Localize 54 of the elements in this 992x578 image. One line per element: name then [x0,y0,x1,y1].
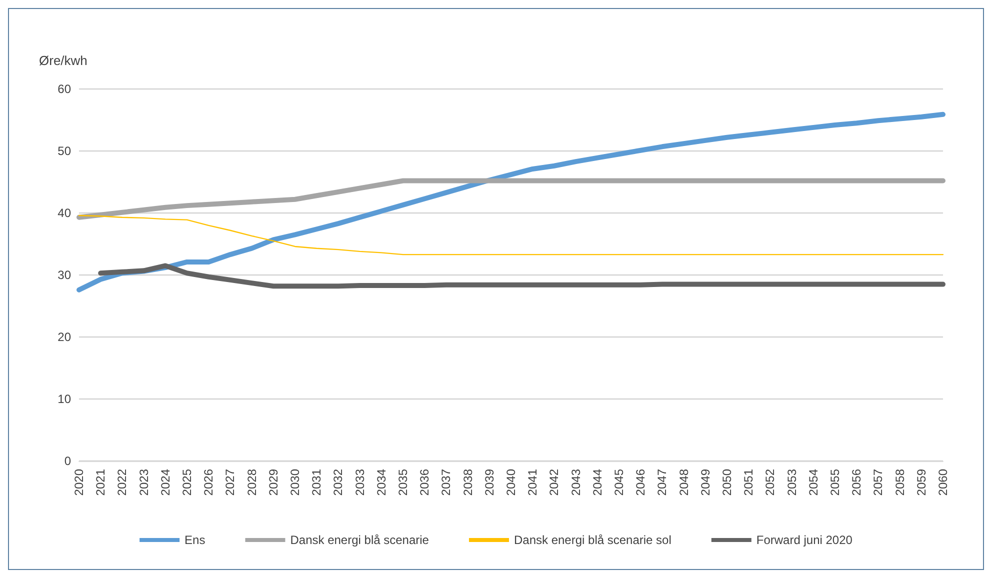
x-tick-label: 2027 [223,468,238,496]
x-tick-label: 2042 [547,468,562,496]
x-tick-label: 2044 [590,468,604,496]
x-tick-label: 2026 [202,468,216,496]
x-tick-label: 2057 [871,468,886,496]
x-tick-label: 2024 [158,468,172,496]
x-tick-label: 2047 [655,468,670,496]
x-tick-label: 2028 [244,468,259,496]
x-tick-label: 2043 [568,468,583,496]
x-tick-label: 2021 [94,468,108,496]
x-tick-label: 2020 [72,468,86,496]
y-tick-label: 50 [58,144,72,158]
y-tick-label: 10 [58,392,72,406]
y-tick-label: 60 [58,82,72,96]
x-tick-label: 2046 [634,468,648,496]
x-tick-label: 2029 [266,468,280,496]
x-tick-label: 2033 [352,468,367,496]
x-tick-label: 2049 [698,468,712,496]
y-tick-label: 0 [64,454,72,468]
x-tick-label: 2037 [439,468,454,496]
legend-label: Dansk energi blå scenarie sol [514,533,672,547]
x-tick-label: 2032 [331,468,346,496]
x-tick-label: 2059 [914,468,928,496]
x-tick-label: 2051 [742,468,756,496]
legend-label: Ens [184,533,206,547]
x-tick-label: 2056 [850,468,864,496]
x-tick-label: 2053 [784,468,799,496]
x-tick-label: 2048 [676,468,691,496]
x-tick-label: 2022 [115,468,130,496]
x-tick-label: 2055 [828,468,842,496]
x-tick-label: 2034 [374,468,388,496]
legend-label: Forward juni 2020 [756,533,853,547]
x-tick-label: 2040 [504,468,518,496]
x-tick-label: 2058 [892,468,907,496]
y-tick-label: 20 [58,330,72,344]
x-tick-label: 2054 [806,468,820,496]
x-tick-label: 2052 [763,468,778,496]
x-tick-label: 2050 [720,468,734,496]
x-tick-label: 2038 [460,468,475,496]
x-tick-label: 2045 [612,468,626,496]
x-tick-label: 2025 [180,468,194,496]
line-series [78,214,944,256]
x-tick-label: 2039 [482,468,496,496]
x-tick-label: 2041 [526,468,540,496]
y-axis-title: Øre/kwh [39,53,88,68]
legend-label: Dansk energi blå scenarie [290,533,430,547]
y-tick-label: 40 [58,206,72,220]
x-tick-label: 2031 [310,468,324,496]
x-tick-label: 2035 [396,468,410,496]
x-tick-label: 2030 [288,468,302,496]
x-tick-label: 2023 [136,468,151,496]
x-tick-label: 2036 [418,468,432,496]
x-tick-label: 2060 [936,468,950,496]
y-tick-label: 30 [58,268,72,282]
